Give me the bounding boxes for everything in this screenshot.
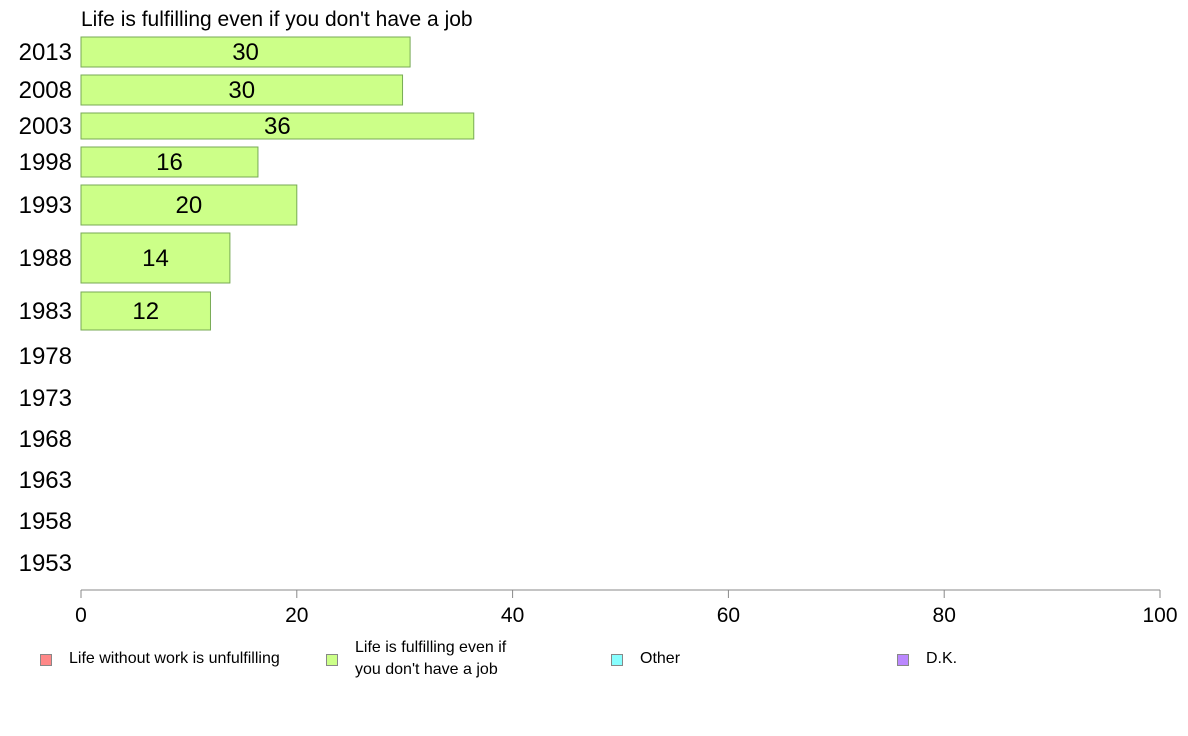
bar bbox=[80, 36, 411, 68]
legend-item-dk: D.K. bbox=[897, 648, 957, 670]
x-tick-label: 40 bbox=[501, 604, 524, 627]
legend-swatch-other bbox=[611, 654, 623, 666]
legend-swatch-dk bbox=[897, 654, 909, 666]
y-tick-label: 1988 bbox=[19, 245, 72, 272]
bar-value-label: 36 bbox=[264, 113, 291, 140]
legend-swatch-fulfilling bbox=[326, 654, 338, 666]
bars-group: 30 30 36 16 20 14 12 bbox=[80, 36, 475, 331]
legend: Life without work is unfulfilling Life i… bbox=[0, 636, 1188, 696]
bar-value-label: 12 bbox=[132, 298, 159, 325]
y-tick-label: 1953 bbox=[19, 550, 72, 577]
y-tick-label: 2013 bbox=[19, 39, 72, 66]
y-tick-label: 1963 bbox=[19, 467, 72, 494]
y-tick-label: 1993 bbox=[19, 192, 72, 219]
bar-value-label: 20 bbox=[176, 192, 203, 219]
legend-label-dk: D.K. bbox=[926, 650, 958, 667]
y-axis-labels: 2013 2008 2003 1998 1993 1988 1983 1978 1973 1968… bbox=[19, 39, 72, 577]
bar-value-label: 14 bbox=[142, 245, 169, 272]
legend-label-fulfilling: Life is fulfilling even if you don't hav… bbox=[355, 639, 507, 678]
legend-label-other: Other bbox=[640, 650, 681, 667]
x-tick-label: 60 bbox=[717, 604, 740, 627]
x-axis: 0 20 40 60 80 100 bbox=[75, 589, 1178, 627]
bar-value-label: 16 bbox=[156, 149, 183, 176]
chart-title: Life is fulfilling even if you don't hav… bbox=[81, 8, 473, 31]
x-tick-label: 100 bbox=[1142, 604, 1177, 627]
y-tick-label: 1983 bbox=[19, 298, 72, 325]
bar-value-label: 30 bbox=[228, 77, 255, 104]
bar bbox=[80, 291, 211, 331]
bar bbox=[80, 74, 404, 106]
y-tick-label: 2003 bbox=[19, 113, 72, 140]
y-tick-label: 1978 bbox=[19, 343, 72, 370]
legend-item-unfulfilling: Life without work is unfulfilling bbox=[40, 648, 280, 670]
bar-value-label: 30 bbox=[232, 39, 259, 66]
x-tick-label: 80 bbox=[933, 604, 956, 627]
x-tick-label: 20 bbox=[285, 604, 308, 627]
y-tick-label: 1998 bbox=[19, 149, 72, 176]
y-tick-label: 1968 bbox=[19, 426, 72, 453]
bar bbox=[80, 146, 259, 178]
legend-swatch-unfulfilling bbox=[40, 654, 52, 666]
bar bbox=[80, 184, 298, 226]
y-tick-label: 2008 bbox=[19, 77, 72, 104]
bar bbox=[80, 112, 475, 140]
x-tick-label: 0 bbox=[75, 604, 87, 627]
legend-item-fulfilling: Life is fulfilling even if you don't hav… bbox=[326, 637, 506, 681]
bar bbox=[80, 232, 231, 284]
y-tick-label: 1958 bbox=[19, 508, 72, 535]
y-tick-label: 1973 bbox=[19, 385, 72, 412]
legend-label-unfulfilling: Life without work is unfulfilling bbox=[69, 650, 280, 667]
legend-item-other: Other bbox=[611, 648, 680, 670]
